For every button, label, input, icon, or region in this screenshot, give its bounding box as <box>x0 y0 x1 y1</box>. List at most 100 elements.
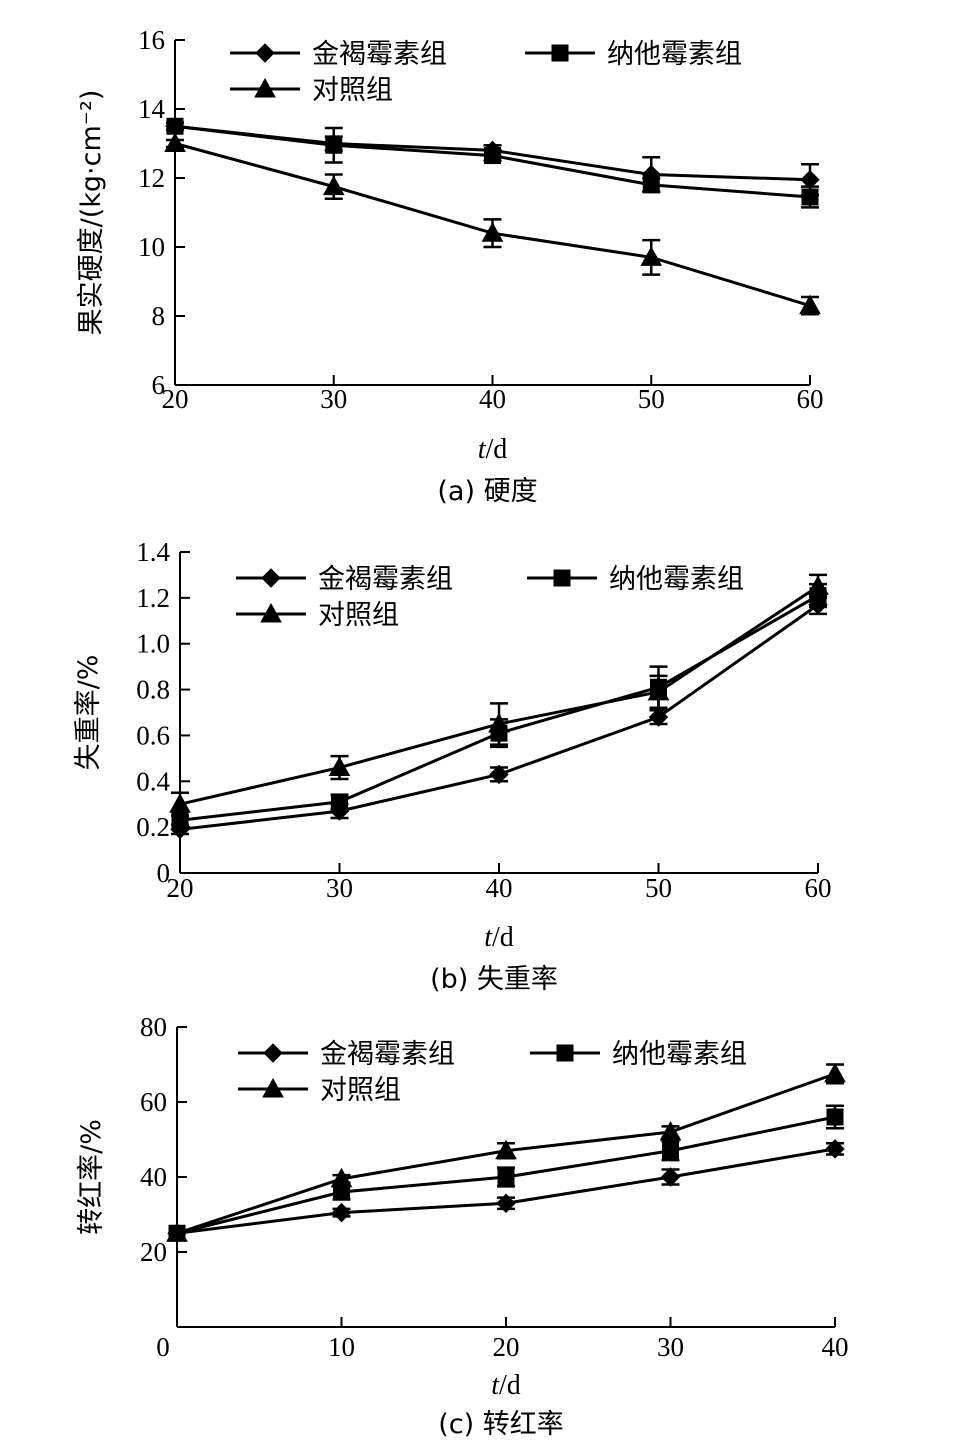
y-tick-label: 0.6 <box>136 720 170 750</box>
y-tick-label: 60 <box>140 1087 167 1117</box>
data-point-triangle <box>169 793 191 813</box>
chart-caption: (c) 转红率 <box>438 1409 564 1440</box>
data-point-diamond <box>660 1167 681 1187</box>
y-tick-label: 1.2 <box>136 583 170 613</box>
data-point-diamond <box>489 764 509 785</box>
data-point-square <box>642 176 660 194</box>
data-point-triangle <box>481 222 504 242</box>
data-point-triangle <box>640 246 663 266</box>
x-tick-label: 50 <box>645 873 672 903</box>
data-point-triangle <box>164 132 186 152</box>
data-point-triangle <box>328 756 351 777</box>
y-axis-label: 失重率/% <box>73 655 104 771</box>
chart-caption: (b) 失重率 <box>430 964 558 995</box>
legend-label: 金褐霉素组 <box>320 1039 455 1070</box>
series-line <box>176 1147 836 1235</box>
data-point-square <box>497 1168 515 1186</box>
data-point-diamond <box>331 1202 352 1223</box>
chart-2: 0 0.2 0.4 0.6 0.8 1.0 1.2 1.4 20 30 40 50 60 t/d 失重率/%… <box>73 537 832 995</box>
chart-3: 20 40 60 80 0 10 20 30 40 t/d 转红率/% (c) 转红率 金褐霉素组 纳他霉… <box>76 1012 849 1440</box>
x-tick-label: 20 <box>167 873 194 903</box>
x-axis-label: t/d <box>478 434 508 465</box>
legend-marker-square <box>556 1044 574 1062</box>
y-tick-label: 16 <box>138 25 165 55</box>
y-tick-label: 40 <box>140 1162 167 1192</box>
legend-label: 金褐霉素组 <box>318 564 453 595</box>
series-triangle <box>166 1062 846 1242</box>
series-triangle <box>164 132 821 316</box>
y-tick-label: 20 <box>140 1237 167 1267</box>
y-tick-label: 0.4 <box>136 766 170 796</box>
x-axis-label: t/d <box>491 1370 521 1401</box>
legend-marker-diamond <box>263 1043 283 1063</box>
x-tick-label: 30 <box>326 873 353 903</box>
x-tick-label: 60 <box>805 873 832 903</box>
legend-label: 对照组 <box>320 1075 401 1106</box>
legend-marker-diamond <box>261 568 281 588</box>
y-tick-label: 12 <box>138 163 165 193</box>
x-tick-label: 50 <box>638 384 665 414</box>
y-tick-label: 80 <box>140 1012 167 1042</box>
y-tick-label: 0.2 <box>136 812 170 842</box>
legend-label: 对照组 <box>318 600 399 631</box>
series-triangle <box>169 573 829 817</box>
data-point-triangle <box>495 1139 517 1160</box>
chart-caption: (a) 硬度 <box>437 476 537 507</box>
legend-marker-triangle <box>254 77 276 98</box>
data-point-triangle <box>659 1120 682 1141</box>
x-tick-label: 30 <box>320 384 347 414</box>
legend-label: 纳他霉素组 <box>612 1039 747 1070</box>
legend-marker-triangle <box>260 602 282 623</box>
data-point-square <box>662 1142 679 1160</box>
y-tick-label: 8 <box>152 301 166 331</box>
data-point-square <box>331 793 348 811</box>
y-axis-label: 果实硬度/(kg·cm⁻²) <box>76 90 107 336</box>
y-axis-label: 转红率/% <box>76 1119 107 1235</box>
x-tick-label: 10 <box>328 1332 355 1362</box>
data-point-triangle <box>322 175 345 196</box>
data-point-square <box>826 1108 844 1126</box>
y-tick-label: 0.8 <box>136 675 170 705</box>
x-tick-label: 20 <box>162 384 189 414</box>
y-tick-label: 0 <box>157 858 171 888</box>
data-point-triangle <box>166 1222 188 1242</box>
data-point-square <box>325 136 343 154</box>
data-point-square <box>484 147 501 165</box>
legend-marker-square <box>553 569 571 587</box>
data-point-diamond <box>496 1193 516 1213</box>
legend-marker-square <box>551 44 569 62</box>
x-tick-label: 20 <box>493 1332 520 1362</box>
x-tick-label: 40 <box>479 384 506 414</box>
series-square <box>166 117 819 209</box>
data-point-triangle <box>330 1167 353 1188</box>
data-point-diamond <box>825 1139 845 1159</box>
legend-label: 纳他霉素组 <box>609 564 744 595</box>
legend-label: 纳他霉素组 <box>607 39 742 70</box>
x-axis-label: t/d <box>484 922 514 953</box>
legend-marker-diamond <box>255 43 275 63</box>
y-tick-label: 6 <box>152 370 166 400</box>
data-point-diamond <box>648 707 669 727</box>
data-point-triangle <box>647 680 670 701</box>
data-point-square <box>166 117 184 135</box>
x-tick-label: 40 <box>822 1332 849 1362</box>
y-tick-label: 1.0 <box>136 629 170 659</box>
x-tick-label: 0 <box>156 1332 170 1362</box>
x-tick-label: 30 <box>657 1332 684 1362</box>
data-point-triangle <box>488 712 510 733</box>
legend-marker-triangle <box>262 1077 284 1098</box>
x-tick-label: 60 <box>797 384 824 414</box>
data-point-triangle <box>824 1062 846 1083</box>
y-tick-label: 10 <box>138 232 165 262</box>
y-tick-label: 1.4 <box>136 537 170 567</box>
data-point-square <box>801 188 819 206</box>
legend-label: 对照组 <box>312 75 393 106</box>
y-tick-label: 14 <box>138 94 166 124</box>
data-point-triangle <box>799 294 821 315</box>
x-tick-label: 40 <box>486 873 513 903</box>
legend-label: 金褐霉素组 <box>312 39 447 70</box>
